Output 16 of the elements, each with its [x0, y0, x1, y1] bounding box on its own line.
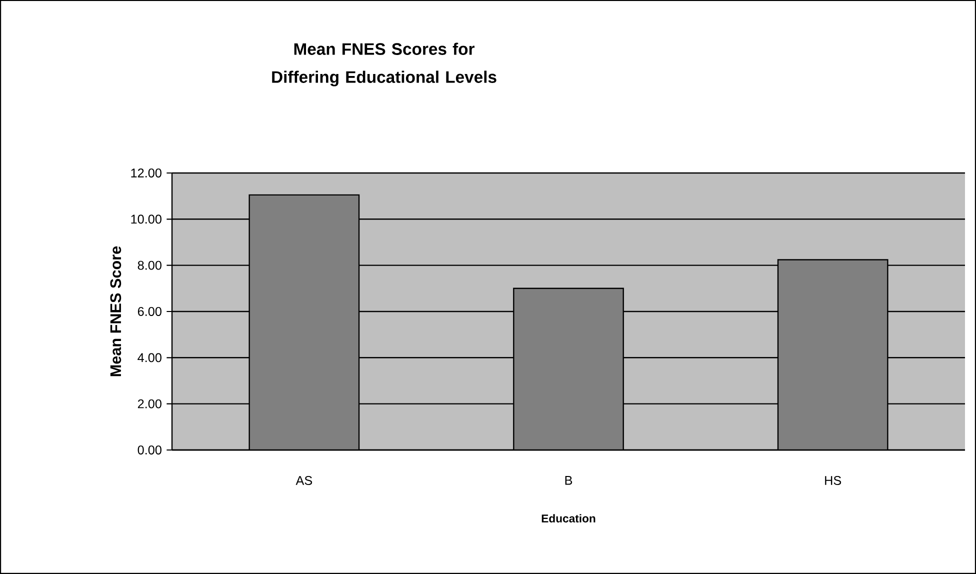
bar [513, 288, 624, 450]
x-tick-label: HS [825, 476, 842, 485]
x-axis-title: Education [542, 514, 596, 522]
y-tick-label: 10.00 [131, 214, 162, 224]
y-tick-label: 8.00 [138, 260, 162, 270]
y-tick-label: 2.00 [138, 399, 162, 408]
bar [248, 194, 360, 450]
y-axis-title: Mean FNES Score [110, 246, 122, 376]
bar [777, 259, 888, 450]
x-tick-label: B [565, 476, 572, 485]
x-tick-label: AS [296, 476, 312, 485]
y-tick-label: 4.00 [138, 353, 162, 362]
chart-title: Mean FNES Scores for Differing Educational Levels [272, 42, 496, 86]
y-tick-label: 0.00 [138, 446, 162, 454]
y-tick-label: 6.00 [138, 307, 162, 316]
y-tick-label: 12.00 [131, 168, 162, 178]
